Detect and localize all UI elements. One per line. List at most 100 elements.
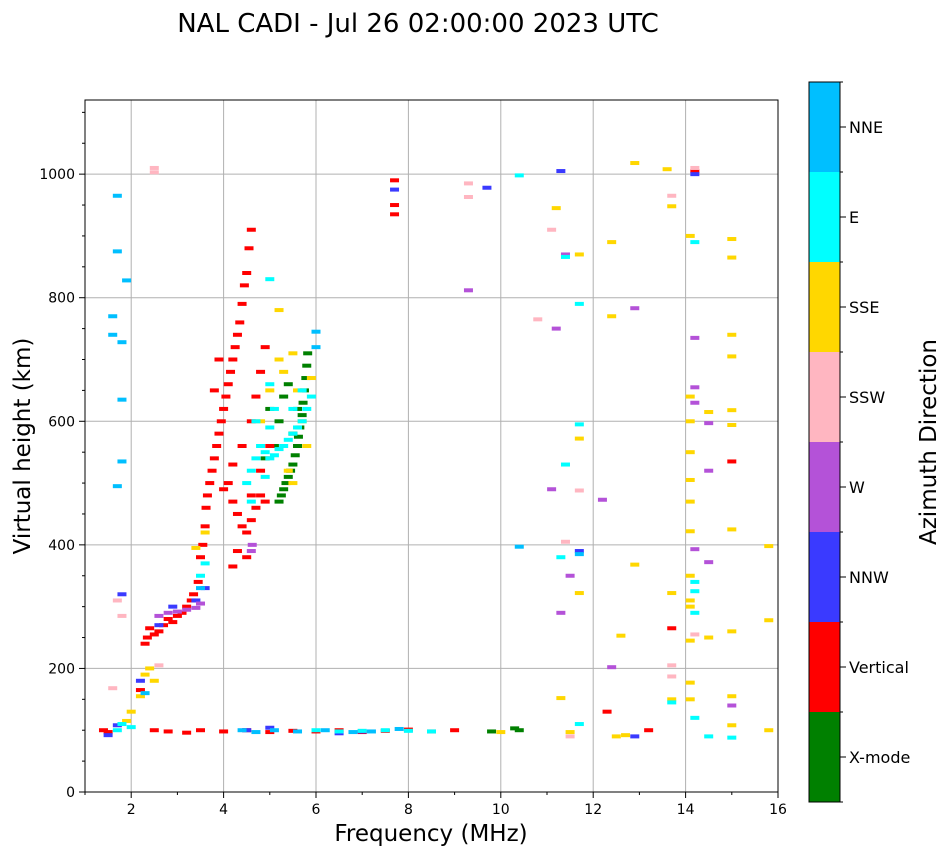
echo-point-sse: [685, 499, 695, 504]
echo-point-e: [265, 456, 275, 461]
colorbar-segment: [809, 172, 840, 262]
echo-points: [98, 161, 774, 740]
echo-point-nne: [196, 586, 205, 591]
echo-point-vertical: [667, 626, 677, 631]
echo-point-sse: [764, 544, 774, 549]
echo-point-sse: [727, 408, 737, 413]
echo-point-sse: [565, 730, 575, 735]
echo-point-vertical: [228, 499, 238, 504]
echo-point-nne: [394, 726, 404, 731]
echo-point-vertical: [207, 468, 217, 473]
echo-point-sse: [667, 204, 677, 209]
echo-point-ssw: [533, 317, 543, 322]
echo-point-e: [200, 561, 210, 566]
echo-point-vertical: [450, 728, 460, 733]
plot-frame: [84, 99, 779, 793]
echo-point-vertical: [232, 511, 242, 516]
echo-point-vertical: [251, 394, 261, 399]
echo-point-vertical: [232, 332, 242, 337]
echo-point-e: [667, 700, 677, 705]
echo-point-x-mode: [274, 419, 284, 424]
echo-point-e: [514, 173, 524, 178]
echo-point-vertical: [230, 345, 240, 350]
echo-point-sse: [122, 718, 132, 723]
echo-point-w: [597, 497, 607, 502]
echo-point-vertical: [205, 481, 215, 486]
y-tick-label: 1000: [39, 167, 75, 183]
echo-point-e: [574, 301, 584, 306]
echo-point-x-mode: [274, 499, 284, 504]
echo-point-vertical: [256, 493, 266, 498]
echo-point-sse: [630, 161, 640, 166]
colorbar-segment: [809, 352, 840, 442]
echo-point-sse: [496, 730, 506, 735]
echo-point-x-mode: [298, 400, 308, 405]
echo-point-w: [163, 610, 173, 615]
echo-point-e: [704, 734, 714, 739]
echo-point-w: [247, 542, 257, 547]
echo-point-w: [704, 421, 714, 426]
echo-point-e: [260, 474, 270, 479]
echo-point-ssw: [149, 170, 159, 175]
echo-point-vertical: [200, 524, 210, 529]
echo-point-x-mode: [302, 363, 312, 368]
echo-point-sse: [574, 436, 584, 441]
echo-point-vertical: [219, 729, 229, 734]
echo-point-x-mode: [283, 382, 293, 387]
echo-point-w: [547, 487, 557, 492]
x-axis-label: Frequency (MHz): [334, 821, 527, 847]
echo-point-vertical: [223, 382, 233, 387]
echo-point-e: [265, 382, 275, 387]
echo-point-vertical: [242, 555, 252, 560]
echo-point-w: [182, 607, 192, 612]
echo-point-x-mode: [297, 413, 307, 418]
echo-point-x-mode: [283, 474, 293, 479]
echo-point-vertical: [602, 709, 612, 714]
echo-point-nne: [117, 397, 127, 402]
colorbar: X-mode Vertical NNW W SSW SSE E NNE: [808, 81, 910, 803]
echo-point-x-mode: [293, 434, 303, 439]
echo-point-sse: [727, 255, 737, 260]
echo-point-vertical: [256, 369, 266, 374]
echo-point-vertical: [168, 620, 178, 625]
echo-point-vertical: [140, 641, 150, 646]
echo-point-vertical: [196, 555, 205, 560]
echo-point-vertical: [242, 271, 252, 275]
echo-point-x-mode: [487, 729, 497, 734]
echo-point-sse: [685, 450, 695, 455]
echo-point-vertical: [196, 728, 205, 733]
colorbar-label: Vertical: [849, 658, 909, 677]
echo-point-vertical: [159, 623, 169, 628]
echo-point-x-mode: [288, 462, 298, 467]
chart-title: NAL CADI - Jul 26 02:00:00 2023 UTC: [177, 9, 659, 39]
echo-point-sse: [685, 680, 695, 685]
colorbar-segment: [809, 712, 840, 802]
echo-point-nne: [366, 729, 376, 734]
echo-point-vertical: [390, 178, 400, 183]
echo-point-e: [560, 462, 570, 467]
echo-point-e: [251, 456, 261, 461]
colorbar-frame: [808, 81, 841, 803]
echo-point-vertical: [221, 394, 231, 399]
echo-point-e: [274, 447, 284, 452]
echo-point-sse: [306, 376, 316, 381]
echo-point-nne: [320, 728, 330, 733]
echo-point-vertical: [219, 487, 229, 492]
echo-point-vertical: [246, 227, 256, 232]
echo-point-w: [690, 335, 700, 340]
echo-point-e: [574, 722, 584, 727]
echo-point-sse: [283, 468, 293, 473]
echo-point-x-mode: [303, 351, 313, 356]
echo-point-vertical: [209, 388, 219, 393]
echo-point-w: [727, 703, 737, 708]
y-tick-label: 0: [66, 785, 75, 801]
echo-point-vertical: [219, 406, 229, 411]
echo-point-nne: [574, 552, 584, 557]
y-axis-label: Virtual height (km): [10, 338, 36, 555]
echo-point-w: [704, 560, 714, 565]
echo-point-x-mode: [293, 444, 303, 448]
echo-point-e: [265, 425, 275, 430]
echo-point-sse: [685, 529, 695, 534]
echo-point-vertical: [142, 635, 152, 640]
echo-point-nne: [122, 278, 132, 283]
